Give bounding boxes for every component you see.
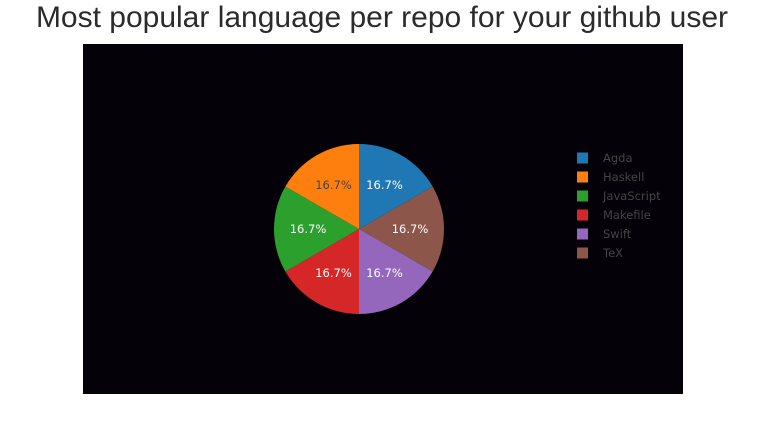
legend-item-tex[interactable]: TeX <box>577 246 623 260</box>
pie-slice-label-agda: 16.7% <box>366 178 403 192</box>
pie-slice-agda[interactable] <box>359 144 433 229</box>
legend-item-makefile[interactable]: Makefile <box>577 208 651 222</box>
legend-swatch-javascript[interactable] <box>577 190 588 202</box>
legend-item-haskell[interactable]: Haskell <box>577 170 644 184</box>
pie-slice-haskell[interactable] <box>285 144 359 229</box>
pie-chart: 16.7% 16.7% 16.7% 16.7% 16.7% 16.7% Agda Haske… <box>83 44 683 394</box>
pie-slice-swift[interactable] <box>359 229 433 314</box>
legend-label-tex: TeX <box>602 246 623 260</box>
legend-item-agda[interactable]: Agda <box>577 151 633 165</box>
legend-swatch-agda[interactable] <box>577 152 588 164</box>
pie-slice-tex[interactable] <box>359 186 444 272</box>
legend-item-javascript[interactable]: JavaScript <box>577 189 661 203</box>
pie-slice-label-tex: 16.7% <box>392 222 429 236</box>
pie-slice-label-javascript: 16.7% <box>290 222 327 236</box>
legend-swatch-swift[interactable] <box>577 228 588 240</box>
pie-slice-label-swift: 16.7% <box>366 266 403 280</box>
pie-slices <box>274 144 444 314</box>
pie-slice-javascript[interactable] <box>274 186 359 272</box>
legend-swatch-makefile[interactable] <box>577 209 588 221</box>
pie-slice-label-makefile: 16.7% <box>315 266 352 280</box>
legend-label-haskell: Haskell <box>603 170 644 184</box>
legend-label-javascript: JavaScript <box>602 189 661 203</box>
legend-label-makefile: Makefile <box>603 208 651 222</box>
plot-area: 16.7% 16.7% 16.7% 16.7% 16.7% 16.7% Agda Haske… <box>83 44 683 394</box>
legend-label-swift: Swift <box>603 227 632 241</box>
pie-slice-makefile[interactable] <box>285 229 359 314</box>
legend-label-agda: Agda <box>603 151 633 165</box>
legend-item-swift[interactable]: Swift <box>577 227 632 241</box>
legend[interactable]: Agda Haskell JavaScript Makefile Swift TeX <box>577 151 661 260</box>
chart-title: Most popular language per repo for your … <box>35 1 729 34</box>
pie-slice-labels: 16.7% 16.7% 16.7% 16.7% 16.7% 16.7% <box>290 178 429 280</box>
legend-swatch-haskell[interactable] <box>577 171 588 183</box>
legend-swatch-tex[interactable] <box>577 247 588 259</box>
pie-slice-label-haskell: 16.7% <box>315 178 352 192</box>
